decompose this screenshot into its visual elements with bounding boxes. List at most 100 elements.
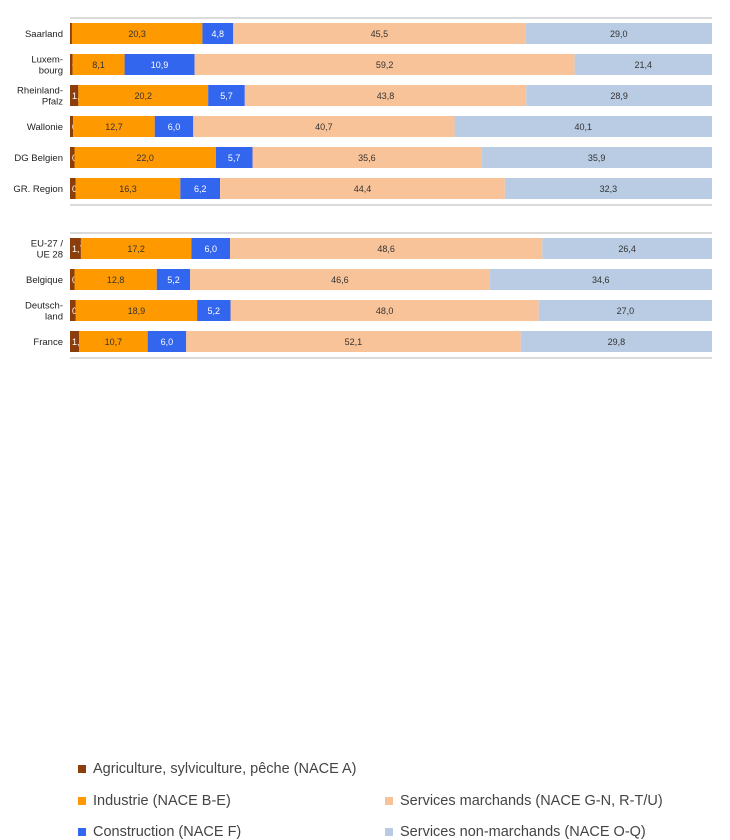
value-label-belgique-services-non-marchands: 34,6 bbox=[592, 275, 610, 285]
legend-swatch-construction bbox=[78, 828, 86, 836]
legend-label-industrie: Industrie (NACE B-E) bbox=[93, 793, 231, 809]
value-label-rheinland-pfalz-industrie: 20,2 bbox=[134, 91, 152, 101]
row-label-line: Pfalz bbox=[42, 97, 63, 108]
legend-swatch-industrie bbox=[78, 797, 86, 805]
bar-saarland-agriculture bbox=[70, 23, 72, 44]
stacked-bar-chart: Saarland0,320,34,845,529,0Luxem-bourg0,4… bbox=[13, 17, 712, 840]
row-label-line: Wallonie bbox=[27, 122, 63, 133]
row-label-belgique: Belgique bbox=[26, 275, 63, 286]
bar-luxem-bourg-services-marchands bbox=[194, 54, 575, 75]
bar-eu-27-ue-28-industrie bbox=[80, 238, 192, 259]
bar-belgique-services-marchands bbox=[190, 269, 490, 290]
value-label-luxem-bourg-industrie: 8,1 bbox=[92, 60, 105, 70]
bar-eu-27-ue-28-services-marchands bbox=[230, 238, 543, 259]
bar-saarland-services-non-marchands bbox=[525, 23, 712, 44]
value-label-eu-27-ue-28-industrie: 17,2 bbox=[127, 244, 145, 254]
bar-luxem-bourg-agriculture bbox=[70, 54, 73, 75]
bar-france-industrie bbox=[78, 331, 148, 352]
value-label-gr-region-services-marchands: 44,4 bbox=[354, 184, 372, 194]
value-label-wallonie-services-non-marchands: 40,1 bbox=[575, 122, 593, 132]
bar-france-construction bbox=[147, 331, 187, 352]
legend-item-services-non-marchands: Services non-marchands (NACE O-Q) bbox=[385, 824, 646, 840]
bar-rheinland-pfalz-industrie bbox=[78, 85, 209, 106]
row-label-luxem-bourg: Luxem-bourg bbox=[31, 55, 63, 77]
row-label-line: bourg bbox=[39, 66, 63, 77]
bar-wallonie-services-marchands bbox=[193, 116, 455, 137]
bar-saarland-construction bbox=[202, 23, 234, 44]
value-label-dg-belgien-services-marchands: 35,6 bbox=[358, 153, 376, 163]
bar-saarland-industrie bbox=[71, 23, 203, 44]
bar-deutsch-land-services-marchands bbox=[230, 300, 539, 321]
bar-rheinland-pfalz-construction bbox=[208, 85, 245, 106]
bar-wallonie-industrie bbox=[73, 116, 155, 137]
row-label-dg-belgien: DG Belgien bbox=[14, 153, 63, 164]
legend-label-services-non-marchands: Services non-marchands (NACE O-Q) bbox=[400, 824, 646, 840]
bar-dg-belgien-agriculture bbox=[70, 147, 75, 168]
bar-eu-27-ue-28-agriculture bbox=[70, 238, 81, 259]
bar-deutsch-land-construction bbox=[197, 300, 231, 321]
value-label-eu-27-ue-28-services-non-marchands: 26,4 bbox=[618, 244, 636, 254]
value-label-eu-27-ue-28-agriculture: 1,7 bbox=[72, 244, 85, 254]
legend-item-construction: Construction (NACE F) bbox=[78, 824, 241, 840]
bar-luxem-bourg-services-non-marchands bbox=[574, 54, 712, 75]
row-label-france: France bbox=[33, 337, 63, 348]
row-label-line: France bbox=[33, 337, 63, 348]
chart-plot-area: Saarland0,320,34,845,529,0Luxem-bourg0,4… bbox=[13, 17, 712, 359]
bar-france-services-marchands bbox=[186, 331, 521, 352]
value-label-gr-region-construction: 6,2 bbox=[194, 184, 207, 194]
value-label-france-industrie: 10,7 bbox=[105, 337, 123, 347]
legend-swatch-services-marchands bbox=[385, 797, 393, 805]
bar-wallonie-construction bbox=[154, 116, 194, 137]
row-label-eu-27-ue-28: EU-27 /UE 28 bbox=[31, 239, 64, 261]
value-label-luxem-bourg-services-marchands: 59,2 bbox=[376, 60, 394, 70]
legend-item-services-marchands: Services marchands (NACE G-N, R-T/U) bbox=[385, 793, 663, 809]
bar-dg-belgien-construction bbox=[215, 147, 253, 168]
bar-gr-region-services-non-marchands bbox=[504, 178, 712, 199]
row-label-wallonie: Wallonie bbox=[27, 122, 63, 133]
bar-wallonie-services-non-marchands bbox=[454, 116, 712, 137]
row-label-line: GR. Region bbox=[13, 184, 63, 195]
row-label-deutsch-land: Deutsch-land bbox=[25, 301, 63, 323]
bar-deutsch-land-industrie bbox=[75, 300, 198, 321]
value-label-france-services-marchands: 52,1 bbox=[345, 337, 363, 347]
row-label-rheinland-pfalz: Rheinland-Pfalz bbox=[17, 86, 63, 108]
bar-rheinland-pfalz-services-non-marchands bbox=[526, 85, 712, 106]
value-label-gr-region-services-non-marchands: 32,3 bbox=[600, 184, 618, 194]
row-label-line: UE 28 bbox=[37, 250, 63, 261]
value-label-wallonie-services-marchands: 40,7 bbox=[315, 122, 333, 132]
bar-saarland-services-marchands bbox=[233, 23, 526, 44]
value-label-deutsch-land-services-marchands: 48,0 bbox=[376, 306, 394, 316]
legend-label-services-marchands: Services marchands (NACE G-N, R-T/U) bbox=[400, 793, 663, 809]
bar-gr-region-services-marchands bbox=[220, 178, 505, 199]
bar-wallonie-agriculture bbox=[70, 116, 74, 137]
row-label-line: Belgique bbox=[26, 275, 63, 286]
row-label-line: Saarland bbox=[25, 29, 63, 40]
bar-belgique-agriculture bbox=[70, 269, 75, 290]
bar-gr-region-industrie bbox=[75, 178, 181, 199]
bar-gr-region-agriculture bbox=[70, 178, 76, 199]
bar-luxem-bourg-industrie bbox=[72, 54, 125, 75]
bar-dg-belgien-industrie bbox=[74, 147, 216, 168]
bar-belgique-services-non-marchands bbox=[489, 269, 712, 290]
value-label-wallonie-industrie: 12,7 bbox=[105, 122, 123, 132]
legend-item-agriculture: Agriculture, sylviculture, pêche (NACE A… bbox=[78, 761, 357, 777]
row-label-line: Luxem- bbox=[31, 55, 63, 66]
value-label-france-agriculture: 1,4 bbox=[72, 337, 85, 347]
value-label-deutsch-land-construction: 5,2 bbox=[208, 306, 221, 316]
value-label-gr-region-industrie: 16,3 bbox=[119, 184, 137, 194]
value-label-france-services-non-marchands: 29,8 bbox=[608, 337, 626, 347]
value-label-belgique-construction: 5,2 bbox=[167, 275, 180, 285]
bar-eu-27-ue-28-construction bbox=[191, 238, 231, 259]
value-label-belgique-industrie: 12,8 bbox=[107, 275, 125, 285]
bar-gr-region-construction bbox=[180, 178, 221, 199]
value-label-luxem-bourg-services-non-marchands: 21,4 bbox=[635, 60, 653, 70]
value-label-saarland-services-marchands: 45,5 bbox=[371, 29, 389, 39]
bar-dg-belgien-services-marchands bbox=[252, 147, 482, 168]
value-label-saarland-construction: 4,8 bbox=[212, 29, 225, 39]
bar-dg-belgien-services-non-marchands bbox=[481, 147, 712, 168]
value-label-rheinland-pfalz-services-marchands: 43,8 bbox=[377, 91, 395, 101]
value-label-deutsch-land-industrie: 18,9 bbox=[128, 306, 146, 316]
row-label-gr-region: GR. Region bbox=[13, 184, 63, 195]
value-label-wallonie-construction: 6,0 bbox=[168, 122, 181, 132]
bar-belgique-construction bbox=[156, 269, 191, 290]
